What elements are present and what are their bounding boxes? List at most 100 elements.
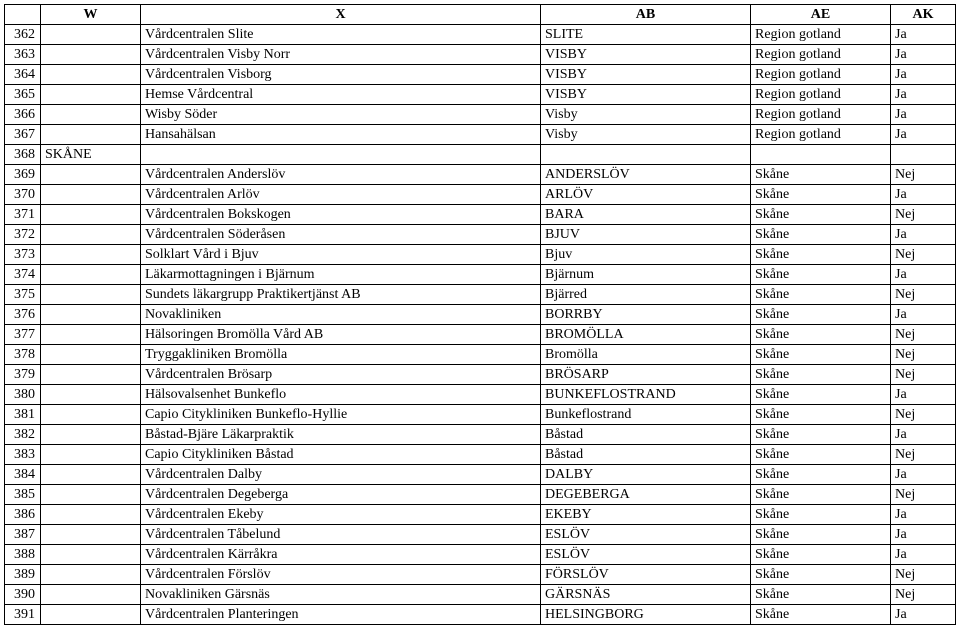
cell-ak: Ja [891, 25, 956, 45]
cell-ae: Skåne [751, 485, 891, 505]
table-row: 388Vårdcentralen KärråkraESLÖVSkåneJa [5, 545, 956, 565]
cell-x: Hemse Vårdcentral [141, 85, 541, 105]
cell-ab: DALBY [541, 465, 751, 485]
cell-x: Vårdcentralen Ekeby [141, 505, 541, 525]
cell-ak: Ja [891, 385, 956, 405]
row-number: 386 [5, 505, 41, 525]
table-row: 385 Vårdcentralen DegebergaDEGEBERGASkåne… [5, 485, 956, 505]
row-number: 367 [5, 125, 41, 145]
cell-x: Wisby Söder [141, 105, 541, 125]
table-row: 379Vårdcentralen BrösarpBRÖSARPSkåneNej [5, 365, 956, 385]
cell-ae: Skåne [751, 325, 891, 345]
cell-x: Vårdcentralen Planteringen [141, 605, 541, 625]
table-row: 382Båstad-Bjäre LäkarpraktikBåstadSkåneJ… [5, 425, 956, 445]
cell-w [41, 385, 141, 405]
cell-w [41, 485, 141, 505]
row-number: 366 [5, 105, 41, 125]
cell-ae: Skåne [751, 305, 891, 325]
cell-ak [891, 145, 956, 165]
cell-ak: Ja [891, 185, 956, 205]
cell-ae: Skåne [751, 385, 891, 405]
cell-ae: Skåne [751, 525, 891, 545]
cell-ak: Nej [891, 285, 956, 305]
cell-w [41, 585, 141, 605]
row-number: 387 [5, 525, 41, 545]
cell-ae: Region gotland [751, 105, 891, 125]
cell-w [41, 245, 141, 265]
cell-x: Vårdcentralen Degeberga [141, 485, 541, 505]
table-row: 364Vårdcentralen VisborgVISBYRegion gotl… [5, 65, 956, 85]
header-ak: AK [891, 5, 956, 25]
table-row: 375Sundets läkargrupp Praktikertjänst AB… [5, 285, 956, 305]
cell-ae: Region gotland [751, 125, 891, 145]
cell-ae: Skåne [751, 465, 891, 485]
row-number: 391 [5, 605, 41, 625]
cell-ae: Skåne [751, 225, 891, 245]
cell-ak: Ja [891, 465, 956, 485]
cell-ak: Ja [891, 305, 956, 325]
header-x: X [141, 5, 541, 25]
cell-x: Hälsovalsenhet Bunkeflo [141, 385, 541, 405]
cell-ak: Nej [891, 205, 956, 225]
cell-ak: Ja [891, 425, 956, 445]
row-number: 368 [5, 145, 41, 165]
cell-w: SKÅNE [41, 145, 141, 165]
cell-ab: Bromölla [541, 345, 751, 365]
cell-x: Läkarmottagningen i Bjärnum [141, 265, 541, 285]
row-number: 373 [5, 245, 41, 265]
table-row: 384Vårdcentralen DalbyDALBYSkåneJa [5, 465, 956, 485]
cell-w [41, 525, 141, 545]
table-row: 368SKÅNE [5, 145, 956, 165]
cell-ab: BUNKEFLOSTRAND [541, 385, 751, 405]
cell-x: Vårdcentralen Visby Norr [141, 45, 541, 65]
cell-ab: Bjuv [541, 245, 751, 265]
cell-ak: Ja [891, 225, 956, 245]
cell-ae: Skåne [751, 545, 891, 565]
cell-ae: Skåne [751, 185, 891, 205]
cell-ae: Region gotland [751, 45, 891, 65]
cell-x: Tryggakliniken Bromölla [141, 345, 541, 365]
cell-x: Novakliniken Gärsnäs [141, 585, 541, 605]
cell-ak: Nej [891, 165, 956, 185]
cell-x: Capio Citykliniken Båstad [141, 445, 541, 465]
cell-ab: ARLÖV [541, 185, 751, 205]
cell-x [141, 145, 541, 165]
table-row: 371Vårdcentralen BokskogenBARASkåneNej [5, 205, 956, 225]
table-row: 362Vårdcentralen SliteSLITERegion gotlan… [5, 25, 956, 45]
cell-w [41, 605, 141, 625]
cell-ae: Skåne [751, 265, 891, 285]
cell-w [41, 65, 141, 85]
row-number: 383 [5, 445, 41, 465]
cell-ab: DEGEBERGA [541, 485, 751, 505]
cell-x: Vårdcentralen Kärråkra [141, 545, 541, 565]
cell-x: Vårdcentralen Slite [141, 25, 541, 45]
cell-ab: Visby [541, 105, 751, 125]
table-row: 378Tryggakliniken BromöllaBromöllaSkåneN… [5, 345, 956, 365]
table-row: 383Capio Citykliniken BåstadBåstadSkåneN… [5, 445, 956, 465]
cell-ae: Skåne [751, 365, 891, 385]
cell-w [41, 125, 141, 145]
cell-ab: HELSINGBORG [541, 605, 751, 625]
cell-w [41, 285, 141, 305]
cell-w [41, 505, 141, 525]
cell-x: Vårdcentralen Anderslöv [141, 165, 541, 185]
cell-w [41, 365, 141, 385]
cell-ab: VISBY [541, 85, 751, 105]
cell-ab: BJUV [541, 225, 751, 245]
cell-ab: BROMÖLLA [541, 325, 751, 345]
row-number: 377 [5, 325, 41, 345]
cell-ab: Båstad [541, 425, 751, 445]
cell-ak: Ja [891, 65, 956, 85]
row-number: 369 [5, 165, 41, 185]
row-number: 380 [5, 385, 41, 405]
cell-w [41, 345, 141, 365]
cell-x: Capio Citykliniken Bunkeflo-Hyllie [141, 405, 541, 425]
cell-ae: Skåne [751, 165, 891, 185]
row-number: 376 [5, 305, 41, 325]
cell-w [41, 25, 141, 45]
row-number: 385 [5, 485, 41, 505]
cell-ae: Region gotland [751, 65, 891, 85]
cell-x: Hälsoringen Bromölla Vård AB [141, 325, 541, 345]
cell-ae: Skåne [751, 405, 891, 425]
row-number: 379 [5, 365, 41, 385]
